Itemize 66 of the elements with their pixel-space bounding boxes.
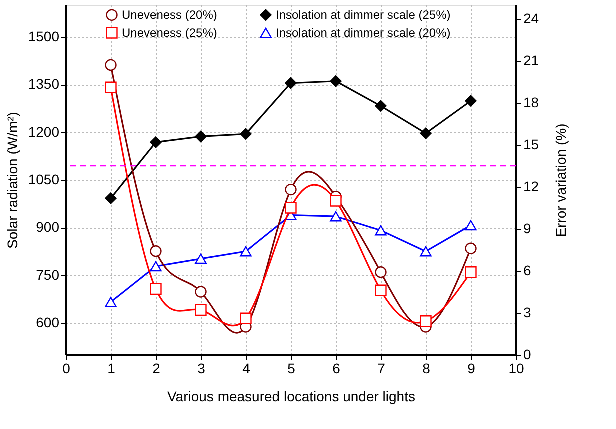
- x-axis-title: Various measured locations under lights: [168, 388, 416, 404]
- y-tick-label: 900: [36, 219, 60, 236]
- y2-tick-label: 0: [524, 346, 532, 362]
- x-tick-label: 0: [62, 360, 71, 376]
- point: [150, 136, 162, 148]
- y-tick-label: 1500: [28, 28, 60, 44]
- point: [465, 95, 477, 107]
- y-tick-label: 750: [36, 266, 60, 283]
- x-tick-label: 7: [378, 360, 386, 376]
- point: [150, 261, 162, 272]
- point: [105, 82, 117, 94]
- point: [195, 286, 207, 298]
- x-tick-label: 2: [152, 360, 161, 376]
- y-tick-label: 600: [36, 314, 60, 331]
- point: [330, 211, 342, 222]
- legend-label: Uneveness (20%): [122, 8, 218, 22]
- y2-tick-label: 21: [524, 52, 540, 68]
- point: [105, 297, 117, 308]
- y2-tick-label: 6: [524, 262, 532, 278]
- point: [240, 312, 252, 324]
- x-tick-label: 1: [108, 360, 116, 376]
- point: [195, 304, 207, 316]
- point: [105, 192, 117, 204]
- point: [330, 76, 342, 88]
- point: [105, 59, 117, 72]
- point: [150, 283, 162, 296]
- y2-tick-label: 3: [524, 304, 532, 320]
- point: [420, 316, 432, 328]
- y2-tick-label: 9: [524, 220, 532, 236]
- x-tick-label: 3: [198, 360, 206, 376]
- point: [150, 246, 162, 258]
- point: [240, 128, 252, 140]
- point: [330, 195, 342, 207]
- point: [285, 184, 297, 196]
- y2-tick-label: 15: [524, 136, 540, 152]
- point: [195, 130, 207, 143]
- legend-label: Insolation at dimmer scale (20%): [276, 26, 451, 40]
- point: [375, 225, 387, 236]
- point: [465, 242, 477, 254]
- x-tick-label: 10: [508, 360, 524, 376]
- point: [465, 266, 477, 278]
- point: [465, 220, 477, 231]
- y2-tick-label: 18: [524, 94, 540, 110]
- point: [240, 246, 252, 257]
- point: [285, 77, 297, 90]
- x-tick-label: 4: [242, 360, 251, 376]
- point: [285, 202, 297, 214]
- x-tick-label: 6: [332, 360, 341, 376]
- point: [195, 254, 207, 264]
- y2-tick-label: 24: [524, 10, 540, 26]
- point: [375, 266, 387, 278]
- y2-axis-title: Error variation (%): [553, 124, 570, 238]
- point: [420, 128, 432, 140]
- y2-tick-label: 12: [524, 178, 540, 194]
- y-axis-title: Solar radiation (W/m²): [4, 112, 20, 249]
- legend-label: Insolation at dimmer scale (25%): [276, 8, 451, 22]
- y-tick-label: 1350: [28, 76, 60, 92]
- point: [375, 284, 387, 296]
- x-tick-label: 9: [468, 360, 476, 376]
- x-tick-label: 5: [288, 360, 296, 376]
- y-tick-label: 1050: [28, 172, 60, 188]
- x-tick-label: 8: [422, 360, 431, 376]
- point: [375, 100, 387, 112]
- y-tick-label: 1200: [28, 124, 60, 140]
- legend-label: Uneveness (25%): [122, 26, 218, 40]
- point: [420, 246, 432, 257]
